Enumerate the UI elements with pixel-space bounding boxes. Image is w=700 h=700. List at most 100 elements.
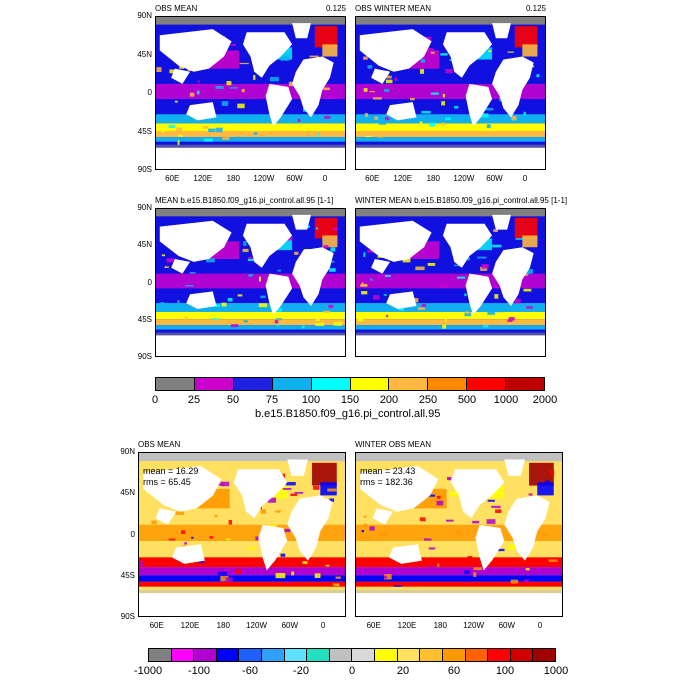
field-speckle — [548, 559, 558, 562]
land-mass — [492, 247, 534, 307]
land-mass — [171, 544, 205, 564]
colorbar-label: 1000 — [493, 394, 519, 406]
field-speckle — [333, 227, 338, 231]
field-speckle — [494, 294, 499, 299]
field-speckle — [274, 320, 279, 324]
field-speckle — [166, 265, 168, 268]
land-mass — [356, 335, 545, 356]
field-speckle — [453, 264, 461, 267]
land-mass — [504, 459, 525, 476]
land-mass — [171, 68, 191, 84]
field-speckle — [430, 92, 439, 95]
field-speckle — [327, 488, 337, 492]
field-speckle — [393, 585, 403, 587]
field-speckle — [317, 132, 320, 136]
nordic-patch — [537, 482, 554, 496]
southern-band-1 — [156, 303, 345, 312]
field-speckle — [184, 542, 187, 545]
field-speckle — [269, 76, 279, 82]
field-speckle — [384, 275, 391, 277]
lon-tick-label: 0 — [322, 174, 328, 183]
field-speckle — [445, 317, 447, 322]
colorbar-swatch — [510, 649, 534, 661]
colorbar-label: 0 — [151, 394, 159, 406]
field-speckle — [315, 322, 325, 326]
southern-band-3 — [356, 131, 545, 138]
lat-tick-label: 0 — [130, 529, 135, 539]
lat-tick-label: 45S — [137, 314, 152, 324]
field-speckle — [428, 565, 435, 571]
lon-tick-label: 60W — [486, 174, 503, 183]
land-mass — [371, 68, 391, 84]
land-mass — [465, 83, 493, 127]
map-field — [356, 209, 545, 356]
field-speckle — [481, 113, 489, 118]
field-speckle — [181, 530, 186, 535]
field-speckle — [156, 67, 162, 73]
colorbar-label: 75 — [265, 394, 279, 406]
field-speckle — [332, 583, 339, 586]
lat-tick-label: 45S — [120, 570, 135, 580]
field-speckle — [198, 559, 205, 564]
field-speckle — [189, 92, 195, 97]
field-speckle — [197, 80, 200, 83]
land-mass — [292, 23, 311, 39]
field-speckle — [294, 491, 304, 494]
field-speckle — [378, 123, 387, 125]
field-speckle — [248, 258, 257, 262]
field-speckle — [325, 564, 330, 567]
colorbar-label: 100 — [301, 394, 321, 406]
colorbar-swatch — [420, 649, 443, 661]
nordic-patch — [522, 235, 538, 248]
field-speckle — [385, 117, 390, 121]
field-speckle — [140, 561, 144, 566]
field-speckle — [419, 121, 423, 125]
field-speckle — [363, 88, 368, 92]
lon-tick-label: 60E — [149, 621, 164, 630]
land-mass — [450, 469, 505, 519]
field-speckle — [323, 310, 331, 313]
field-speckle — [177, 134, 183, 137]
land-mass — [356, 593, 562, 616]
lon-tick-label: 120W — [453, 174, 475, 183]
colorbar-boxes — [148, 648, 556, 662]
field-speckle — [473, 572, 477, 577]
field-speckle — [217, 571, 227, 576]
field-speckle — [417, 307, 425, 310]
southern-band-2 — [356, 311, 545, 320]
colorbar-label: 20 — [396, 665, 410, 677]
panel-subtitle: 0.125 — [525, 4, 546, 13]
field-speckle — [280, 55, 290, 61]
field-speckle — [493, 229, 498, 232]
field-speckle — [267, 524, 278, 527]
colorbar-label: -100 — [187, 665, 211, 677]
field-speckle — [235, 569, 242, 574]
colorbar-swatch — [307, 649, 330, 661]
land-mass — [292, 247, 334, 307]
land-mass — [287, 459, 308, 476]
southern-band-1 — [139, 557, 345, 568]
land-mass — [386, 291, 417, 309]
field-speckle — [260, 509, 266, 514]
lon-tick-label: 120W — [463, 621, 484, 630]
field-speckle — [329, 268, 336, 272]
field-speckle — [182, 545, 186, 548]
land-mass — [265, 83, 293, 127]
field-speckle — [445, 479, 449, 482]
field-speckle — [275, 318, 282, 320]
field-speckle — [515, 238, 524, 240]
field-speckle — [189, 271, 196, 274]
field-speckle — [329, 260, 335, 263]
field-speckle — [231, 324, 239, 328]
field-speckle — [481, 263, 489, 269]
field-speckle — [507, 544, 516, 550]
field-speckle — [215, 483, 225, 486]
field-speckle — [160, 302, 165, 307]
lon-tick-label: 180 — [426, 174, 440, 183]
lat-tick-label: 90N — [120, 447, 135, 456]
colorbar-swatch — [272, 378, 312, 390]
field-speckle — [549, 470, 555, 476]
field-speckle — [428, 547, 436, 550]
lat-tick-label: 90S — [120, 612, 135, 621]
lat-tick-label: 90N — [137, 11, 152, 20]
